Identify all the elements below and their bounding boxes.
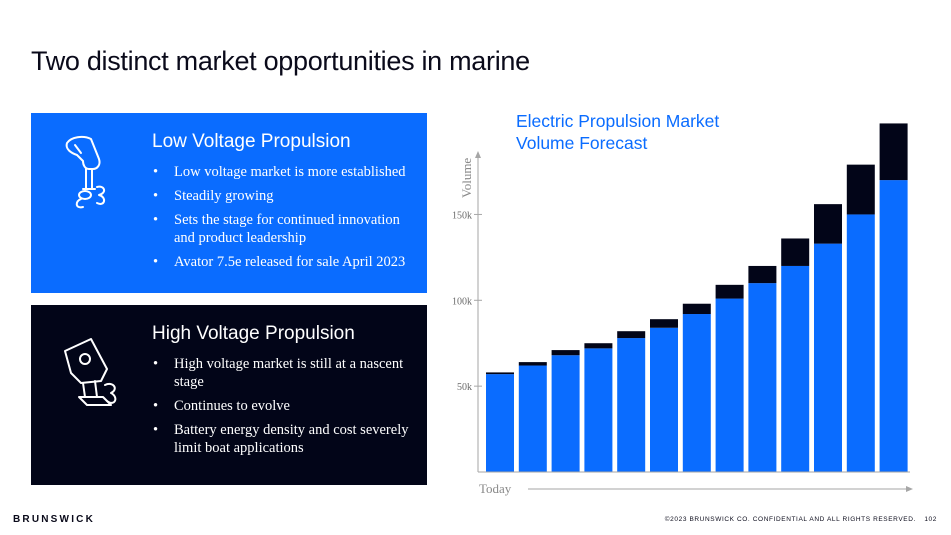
bar-base-segment (650, 327, 678, 472)
bar-top-segment (814, 204, 842, 244)
bar-base-segment (846, 214, 875, 472)
copyright-text: ©2023 BRUNSWICK CO. CONFIDENTIAL AND ALL… (664, 516, 916, 523)
x-arrow-head (906, 486, 913, 492)
bar-base-segment (814, 243, 842, 472)
footer-note: ©2023 BRUNSWICK CO. CONFIDENTIAL AND ALL… (665, 516, 937, 523)
bar-top-segment (879, 123, 908, 181)
bar-top-segment (715, 284, 744, 299)
list-item: Steadily growing (152, 187, 422, 205)
bar-base-segment (715, 298, 744, 472)
high-voltage-heading: High Voltage Propulsion (152, 323, 355, 344)
high-voltage-panel: High Voltage Propulsion High voltage mar… (31, 305, 427, 485)
low-voltage-panel: Low Voltage Propulsion Low voltage marke… (31, 113, 427, 293)
list-item: Battery energy density and cost severely… (152, 421, 422, 457)
high-voltage-motor-icon (64, 338, 117, 406)
high-voltage-bullets: High voltage market is still at a nascen… (152, 355, 422, 463)
y-tick-label: 150k (452, 210, 472, 221)
y-tick-label: 50k (457, 382, 472, 393)
bar-top-segment (518, 362, 547, 366)
slide-title: Two distinct market opportunities in mar… (31, 46, 530, 76)
list-item: Sets the stage for continued innovation … (152, 211, 422, 247)
page-number: 102 (924, 516, 937, 523)
bar-top-segment (748, 265, 777, 284)
bar-top-segment (486, 372, 514, 375)
bar-base-segment (617, 338, 646, 472)
volume-forecast-chart: Volume 50k 100k 150k Today (452, 123, 913, 496)
list-item: Continues to evolve (152, 397, 422, 415)
outboard-motor-icon (65, 135, 105, 209)
list-item: Avator 7.5e released for sale April 2023 (152, 253, 422, 271)
y-axis-arrow (475, 151, 481, 158)
low-voltage-heading: Low Voltage Propulsion (152, 131, 351, 152)
brunswick-logo: BRUNSWICK (13, 514, 96, 525)
bar-top-segment (617, 331, 646, 339)
bar-base-segment (584, 348, 613, 472)
bar-top-segment (682, 303, 711, 315)
chart-title: Electric Propulsion Market Volume Foreca… (516, 111, 720, 153)
x-axis-label: Today (479, 481, 512, 496)
bar-top-segment (551, 350, 580, 356)
y-axis-label: Volume (459, 158, 474, 198)
bar-base-segment (551, 355, 580, 472)
bar-base-segment (748, 283, 777, 472)
y-tick-label: 100k (452, 296, 472, 307)
bar-top-segment (781, 238, 810, 266)
bar-top-segment (650, 319, 678, 328)
low-voltage-bullets: Low voltage market is more established S… (152, 163, 422, 277)
bar-top-segment (846, 164, 875, 215)
bar-base-segment (486, 374, 514, 472)
bar-base-segment (682, 314, 711, 472)
list-item: Low voltage market is more established (152, 163, 422, 181)
bar-base-segment (781, 265, 810, 472)
bar-base-segment (879, 180, 908, 472)
list-item: High voltage market is still at a nascen… (152, 355, 422, 391)
bar-top-segment (584, 343, 613, 349)
bar-base-segment (518, 365, 547, 472)
